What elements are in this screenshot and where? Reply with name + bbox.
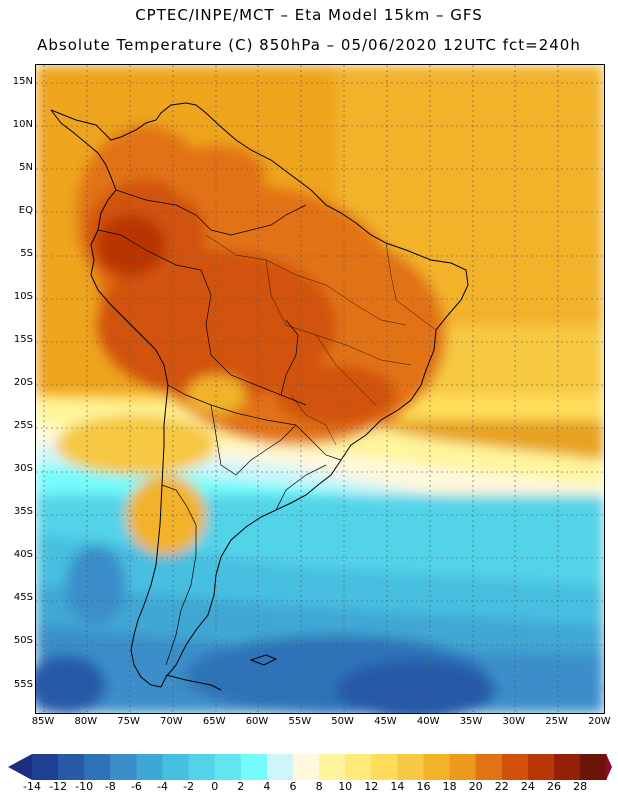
lat-label: 45S [13,592,33,603]
colorbar-swatch [580,754,607,780]
colorbar-tick-label: 0 [211,780,219,793]
colorbar-swatch [136,754,163,780]
lat-label: 5N [19,162,33,173]
colorbar-swatch [110,754,137,780]
lon-label: 55W [288,716,312,727]
colorbar-swatch [32,754,59,780]
lat-label: 20S [13,377,33,388]
lon-label: 45W [374,716,397,727]
colorbar-swatch [214,754,242,780]
lon-label: 70W [160,716,183,727]
colorbar-swatch [371,754,398,780]
lon-label: 25W [545,716,568,727]
colorbar-tick-label: 4 [263,780,271,793]
lat-label: 35S [13,506,33,517]
coastline [50,102,469,691]
colorbar-swatch [554,754,581,780]
temperature-map [35,64,605,714]
colorbar-tick-label: 12 [364,780,379,793]
chart-title-line1: CPTEC/INPE/MCT – Eta Model 15km – GFS [135,6,483,24]
colorbar-swatch [293,754,320,780]
colorbar-tick-label: 28 [573,780,588,793]
colorbar-swatch [501,754,529,780]
lon-label: 65W [202,716,226,727]
colorbar-tick-label: -4 [157,780,168,793]
lat-label: 10N [12,119,33,130]
colorbar-tick-label: -2 [183,780,195,793]
colorbar-tick-label: 24 [520,780,535,793]
lat-label: 10S [13,291,33,302]
lon-label: 75W [117,716,140,727]
lat-label: 30S [13,463,33,474]
lat-label: 5S [20,248,33,259]
lon-label: 60W [245,716,269,727]
colorbar-tick-label: -14 [23,780,41,793]
colorbar-swatch [266,754,294,780]
colorbar-tick-label: -8 [104,780,116,793]
colorbar-tick-label: -10 [75,780,94,793]
colorbar-swatch [240,754,268,780]
colorbar-swatch [162,754,190,780]
colorbar-swatch [58,754,85,780]
colorbar-tick-label: 26 [547,780,561,793]
graticule [36,65,604,713]
lat-label: EQ [18,205,33,216]
lon-label: 40W [416,716,440,727]
colorbar-swatch [423,754,451,780]
lat-label: 15S [13,334,33,345]
lat-label: 40S [13,549,33,560]
lon-label: 85W [31,716,55,727]
colorbar-tick-label: 18 [442,780,457,793]
colorbar-tick-label: 6 [289,780,297,793]
lon-label: 50W [331,716,354,727]
colorbar-swatch [345,754,372,780]
colorbar-tick-label: 16 [416,780,431,793]
colorbar-tick-label: 14 [390,780,405,793]
lon-label: 30W [502,716,526,727]
colorbar-tick-label: 2 [237,780,245,793]
lat-label: 50S [13,635,33,646]
colorbar-swatch [188,754,216,780]
colorbar-tick-label: 20 [468,780,483,793]
colorbar [8,754,612,780]
country-borders [97,189,342,666]
colorbar-swatch [319,754,346,780]
lat-label: 15N [12,76,33,87]
lat-label: 25S [13,420,33,431]
lon-label: 35W [459,716,483,727]
colorbar-swatch [527,754,555,780]
colorbar-tick-label: -12 [49,780,68,793]
colorbar-tick-label: 10 [338,780,353,793]
colorbar-swatch [449,754,477,780]
colorbar-swatch [84,754,111,780]
colorbar-tick-label: 8 [315,780,323,793]
map-canvas [36,65,604,713]
colorbar-tick-label: -6 [130,780,142,793]
chart-title-line2: Absolute Temperature (C) 850hPa – 05/06/… [37,36,581,54]
colorbar-low-arrow [8,754,32,780]
state-borders [205,234,437,446]
lon-label: 80W [74,716,98,727]
colorbar-high-arrow [606,754,612,780]
colorbar-swatch [475,754,503,780]
lat-label: 55S [13,679,33,690]
colorbar-tick-label: 22 [494,780,509,793]
lon-label: 20W [588,716,611,727]
colorbar-swatch [397,754,424,780]
